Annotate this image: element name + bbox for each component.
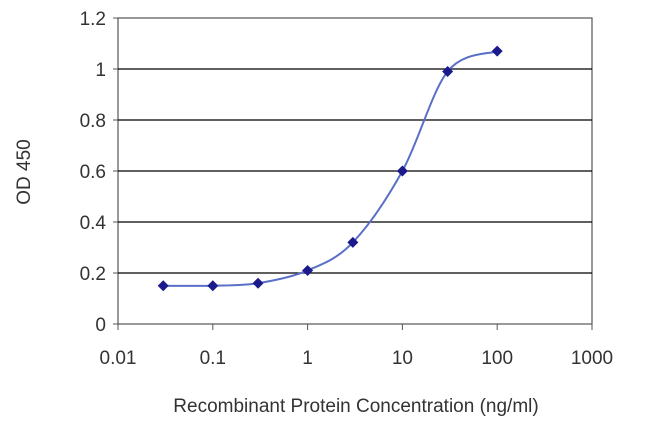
y-tick-label: 1.2	[80, 9, 106, 30]
x-axis-title: Recombinant Protein Concentration (ng/ml…	[173, 396, 538, 417]
data-point	[252, 277, 264, 289]
y-tick-label: 0	[95, 315, 106, 336]
y-tick-label: 0.4	[80, 213, 107, 234]
x-tick-label: 1000	[571, 348, 613, 369]
y-tick-label: 0.8	[80, 111, 106, 132]
data-point	[302, 264, 314, 276]
data-point	[396, 165, 408, 177]
x-tick-label: 10	[392, 348, 413, 369]
series-line	[163, 50, 498, 287]
x-tick-label: 0.1	[200, 348, 226, 369]
y-tick-label: 0.2	[80, 264, 106, 285]
y-tick-label: 1	[95, 60, 106, 81]
y-axis-ticks: 0 0.2 0.4 0.6 0.8 1 1.2	[80, 9, 118, 336]
data-point	[491, 45, 503, 57]
y-axis-title: OD 450	[14, 139, 35, 204]
y-tick-label: 0.6	[80, 162, 106, 183]
x-tick-label: 100	[481, 348, 513, 369]
data-point	[347, 236, 359, 248]
grid-lines	[118, 68, 592, 274]
data-point	[157, 280, 169, 292]
series-layer	[157, 45, 503, 292]
x-tick-label: 1	[302, 348, 313, 369]
x-tick-label: 0.01	[100, 348, 137, 369]
data-point	[207, 280, 219, 292]
x-axis-ticks: 0.01 0.1 1 10 100 1000	[100, 324, 613, 369]
data-point	[442, 66, 454, 78]
